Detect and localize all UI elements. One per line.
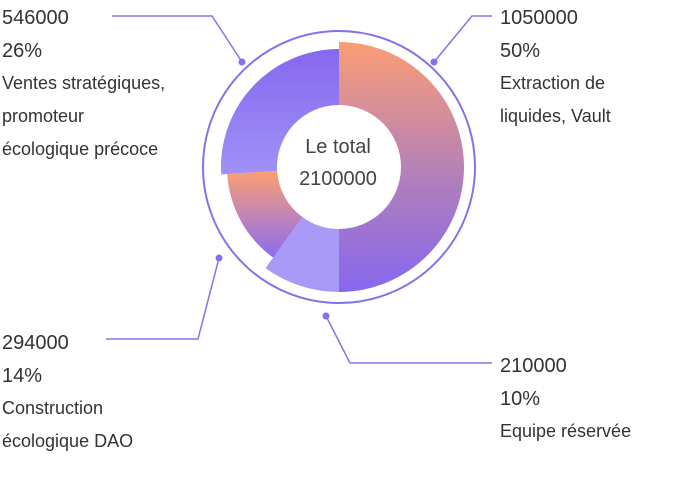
slice-value: 1050000	[500, 7, 578, 29]
slice-value: 210000	[500, 355, 567, 377]
slice-label-ventes: 546000 26% Ventes stratégiques, promoteu…	[2, 8, 172, 166]
slice-name: Construction écologique DAO	[2, 398, 134, 451]
outer-ring	[202, 30, 476, 304]
center-label: Le total 2100000	[268, 131, 408, 195]
slice-name: Ventes stratégiques, promoteur écologiqu…	[2, 73, 166, 159]
center-title: Le total	[305, 136, 371, 158]
leader-dot	[430, 58, 438, 66]
leader-line-ventes	[112, 15, 243, 63]
leader-dot	[215, 254, 223, 262]
slice-percent: 14%	[2, 365, 43, 387]
leader-dot	[238, 58, 246, 66]
slice-construction	[227, 170, 303, 258]
slice-label-equipe: 210000 10% Equipe réservée	[500, 356, 675, 448]
slice-value: 546000	[2, 7, 69, 29]
slice-label-construction: 294000 14% Construction écologique DAO	[2, 333, 192, 458]
slice-label-extraction: 1050000 50% Extraction de liquides, Vaul…	[500, 8, 675, 133]
slice-name: Equipe réservée	[500, 421, 632, 441]
leader-line-construction	[106, 257, 220, 340]
slice-name: Extraction de liquides, Vault	[500, 73, 611, 126]
slice-ventes	[221, 49, 339, 175]
slice-percent: 26%	[2, 40, 43, 62]
slice-percent: 50%	[500, 40, 541, 62]
slice-equipe	[265, 217, 339, 292]
slice-value: 294000	[2, 332, 69, 354]
leader-line-equipe	[325, 315, 492, 364]
slice-percent: 10%	[500, 388, 541, 410]
center-value: 2100000	[299, 168, 377, 190]
leader-line-extraction	[433, 15, 492, 63]
slice-extraction	[339, 42, 464, 292]
leader-dot	[322, 312, 330, 320]
